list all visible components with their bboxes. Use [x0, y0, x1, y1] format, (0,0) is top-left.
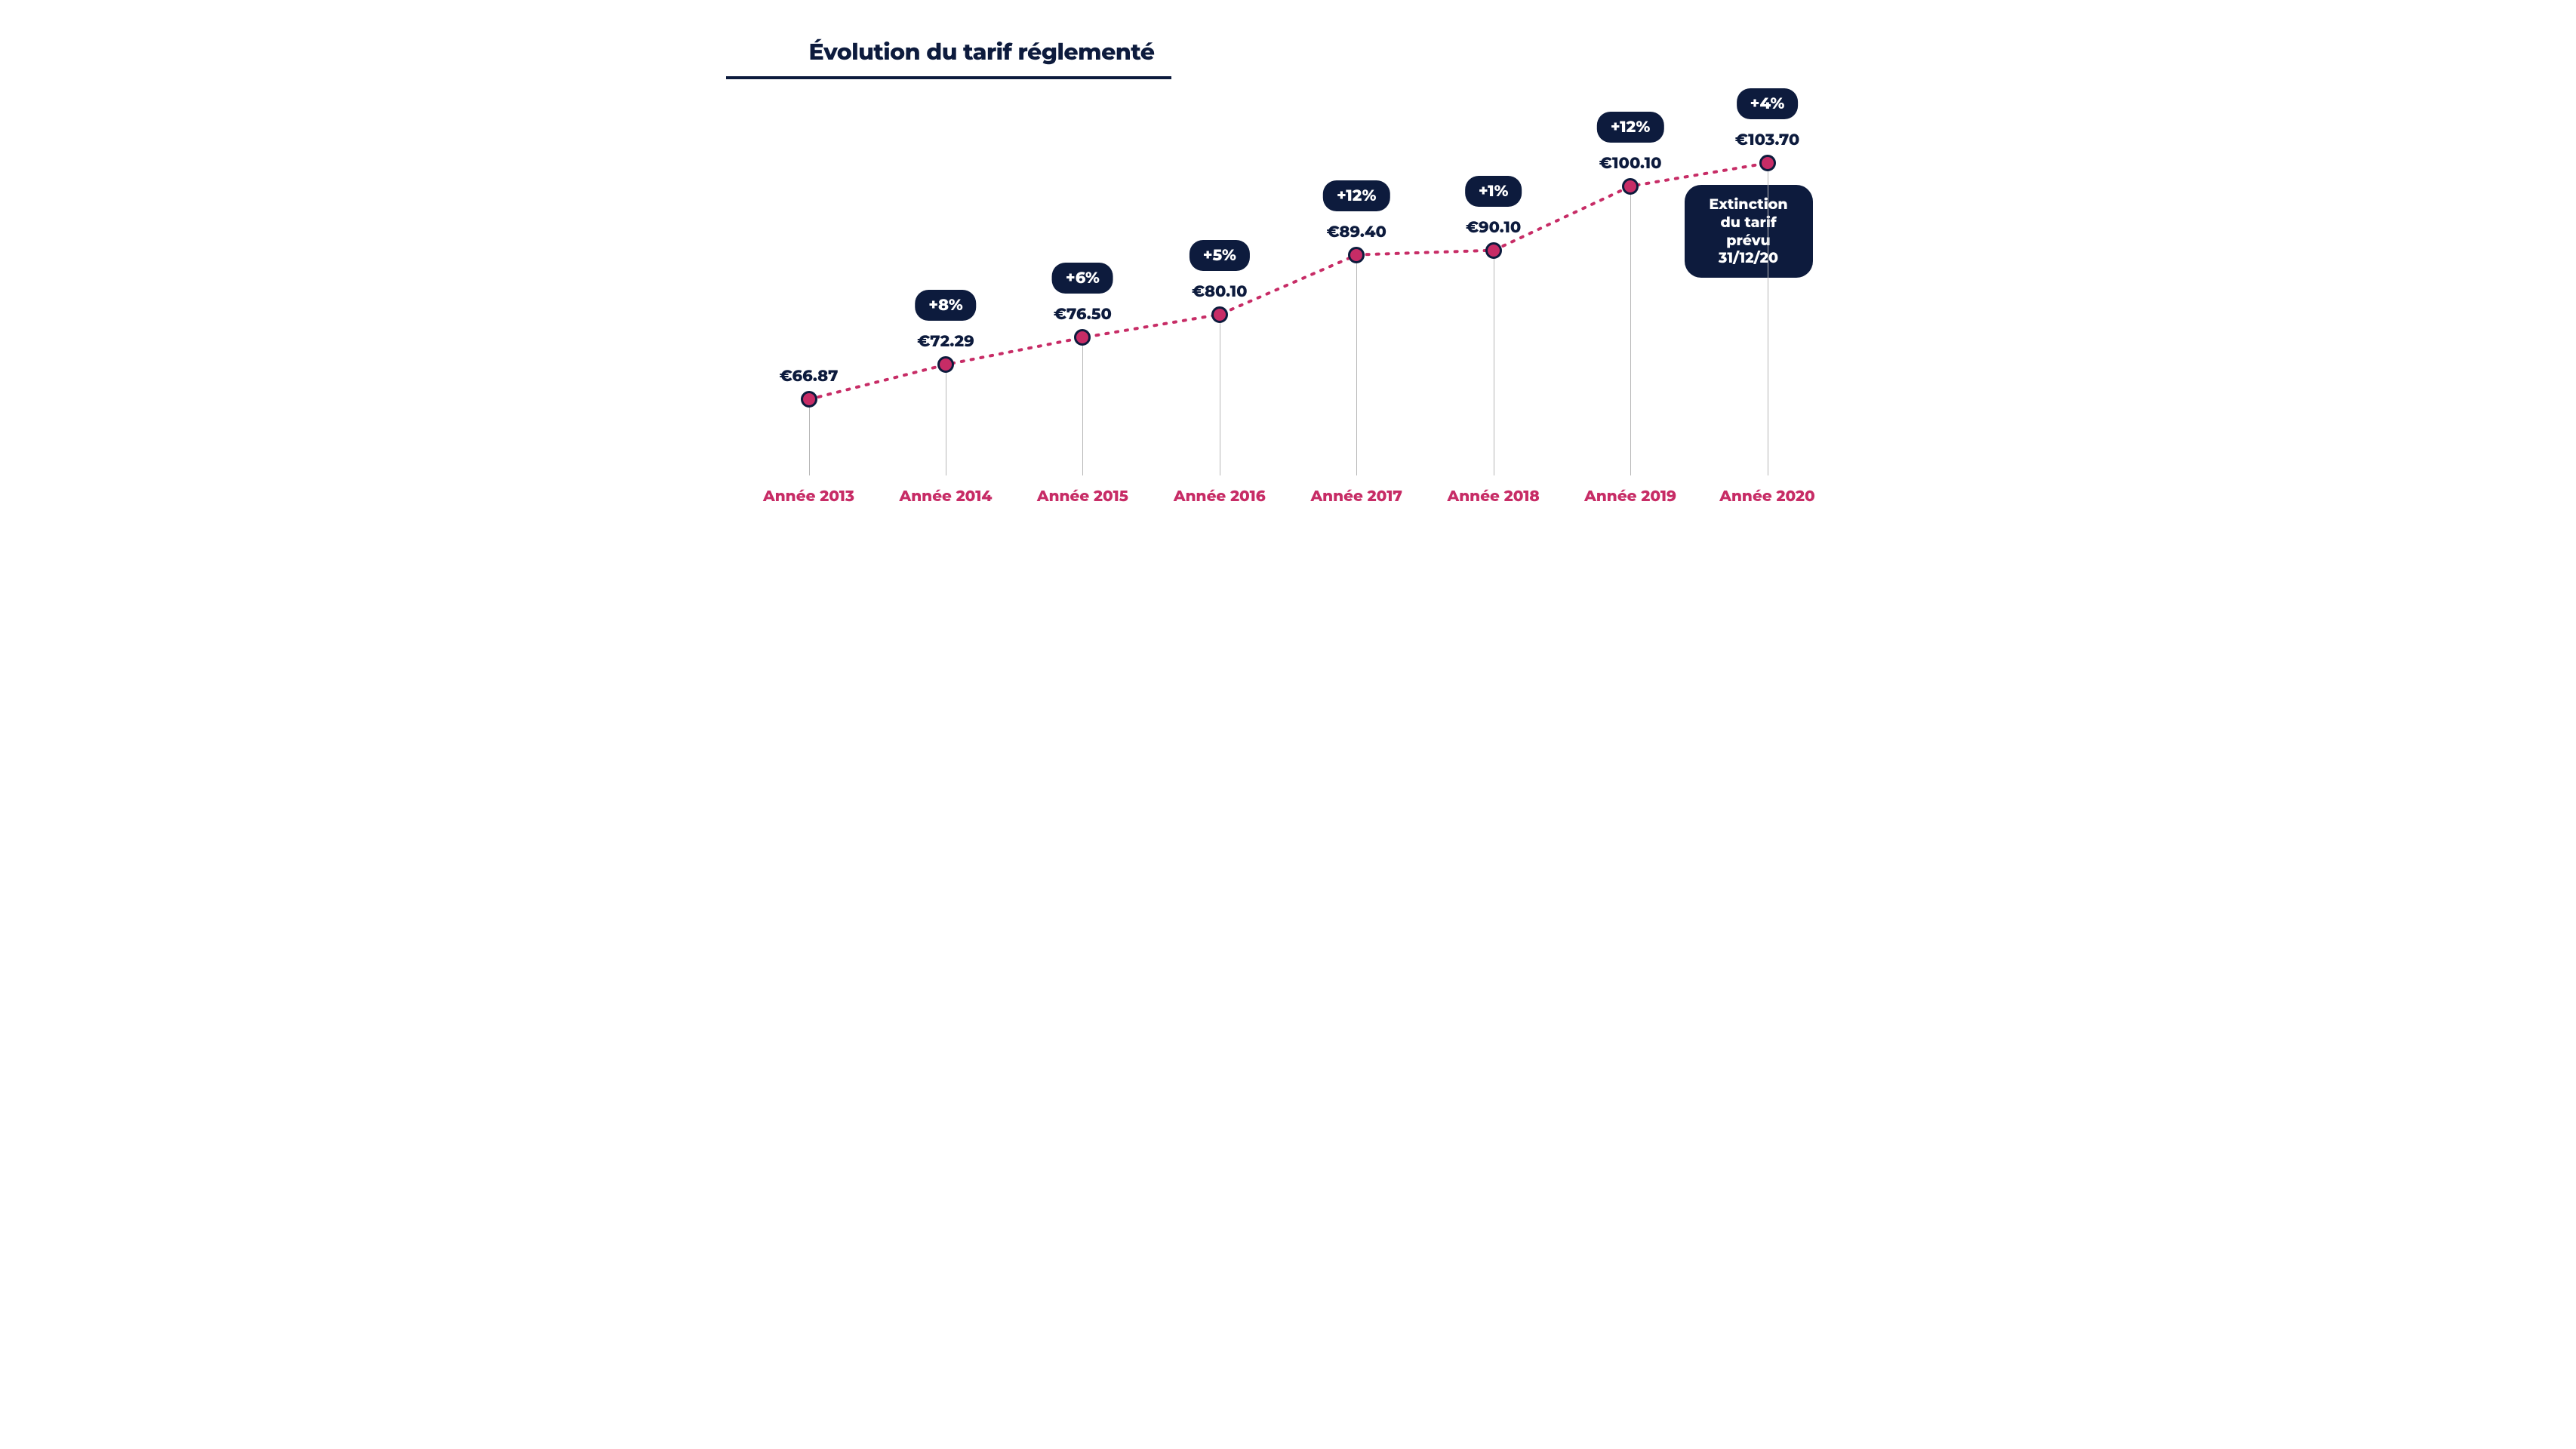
data-marker: [1211, 306, 1228, 323]
trend-line: [726, 98, 1851, 521]
data-marker: [801, 391, 817, 408]
callout-line: prévu 31/12/20: [1700, 232, 1798, 268]
stem: [1082, 337, 1083, 475]
callout-line: Extinction: [1700, 195, 1798, 214]
chart-canvas: Évolution du tarif réglementé Extinction…: [726, 0, 1851, 632]
value-label: €89.40: [1326, 223, 1386, 242]
lollipop-chart: Extinctiondu tarifprévu 31/12/20 €66.87 A…: [726, 98, 1851, 521]
chart-title: Évolution du tarif réglementé: [726, 38, 1171, 76]
percent-badge: +8%: [915, 290, 976, 321]
x-axis-label: Année 2014: [900, 488, 993, 506]
title-underline: [726, 76, 1171, 79]
x-axis-label: Année 2019: [1584, 488, 1676, 506]
percent-badge: +12%: [1323, 180, 1390, 211]
value-label: €66.87: [780, 367, 839, 386]
percent-badge: +4%: [1737, 88, 1799, 119]
title-block: Évolution du tarif réglementé: [726, 38, 1171, 79]
percent-badge: +12%: [1597, 112, 1663, 143]
percent-badge: +5%: [1190, 240, 1250, 271]
value-label: €100.10: [1599, 154, 1662, 173]
data-marker: [1074, 329, 1091, 346]
data-marker: [1485, 242, 1502, 259]
x-axis-label: Année 2020: [1719, 488, 1814, 506]
value-label: €90.10: [1466, 218, 1521, 237]
stem: [809, 399, 810, 475]
x-axis-label: Année 2013: [763, 488, 854, 506]
extinction-callout: Extinctiondu tarifprévu 31/12/20: [1685, 185, 1813, 278]
data-marker: [1622, 178, 1639, 195]
value-label: €103.70: [1735, 131, 1800, 149]
x-axis-label: Année 2015: [1037, 488, 1128, 506]
data-marker: [937, 356, 954, 373]
value-label: €72.29: [917, 332, 974, 351]
value-label: €76.50: [1054, 305, 1112, 324]
value-label: €80.10: [1192, 282, 1248, 301]
x-axis-label: Année 2018: [1448, 488, 1540, 506]
x-axis-label: Année 2016: [1174, 488, 1266, 506]
callout-line: du tarif: [1700, 214, 1798, 232]
stem: [1630, 186, 1631, 475]
x-axis-label: Année 2017: [1310, 488, 1402, 506]
stem: [1356, 255, 1357, 475]
percent-badge: +6%: [1052, 263, 1113, 294]
data-marker: [1759, 155, 1776, 171]
percent-badge: +1%: [1465, 176, 1522, 207]
data-marker: [1348, 247, 1365, 263]
